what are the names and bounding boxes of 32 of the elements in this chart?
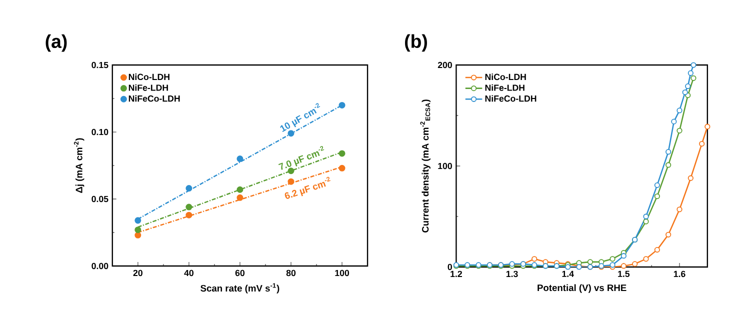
y-tick-label: 200: [438, 62, 452, 68]
annotation: 7.0 µF cm$^{-2}$: [278, 146, 324, 170]
y-tick-label: 0.00: [92, 262, 108, 270]
annotation: 10 µF cm$^{-2}$: [280, 103, 320, 132]
chart-title: (b): [405, 34, 427, 52]
y-tick-label: 100: [438, 162, 452, 170]
x-tick-label: 80: [286, 270, 296, 276]
x-tick-label: 60: [235, 270, 245, 276]
chart-title: (a): [46, 34, 67, 52]
y-axis-title: Δj (mA cm$^{-2}$): [74, 138, 84, 193]
x-tick-label: 100: [335, 270, 350, 276]
annotation: 6.2 µF cm$^{-2}$: [284, 176, 330, 199]
x-axis-title: Potential (V) vs RHE: [538, 284, 626, 293]
legend-label: NiCo-LDH: [128, 74, 170, 80]
x-tick-label: 40: [184, 270, 194, 276]
legend-label: NiFe-LDH: [128, 84, 168, 91]
x-tick-label: 1.5: [618, 270, 630, 278]
x-tick-label: 1.4: [562, 270, 574, 277]
x-tick-label: 1.3: [506, 270, 518, 278]
legend-label: NiFeCo-LDH: [128, 95, 180, 102]
y-axis-title: Current density (mA cm$^{-2}$$_{ECSA}$): [420, 100, 430, 232]
legend-label: NiFe-LDH: [485, 84, 524, 91]
x-tick-label: 1.6: [674, 270, 686, 278]
y-tick-label: 0.15: [92, 62, 108, 68]
legend-label: NiCo-LDH: [485, 74, 526, 80]
x-axis-title: Scan rate (mV s$^{-1}$): [200, 283, 280, 294]
y-tick-label: 0.05: [92, 196, 108, 202]
y-tick-label: 0.10: [92, 128, 108, 136]
legend-label: NiFeCo-LDH: [485, 95, 536, 102]
x-tick-label: 20: [133, 270, 142, 276]
x-tick-label: 1.2: [450, 270, 462, 278]
y-tick-label: 0: [448, 264, 452, 270]
